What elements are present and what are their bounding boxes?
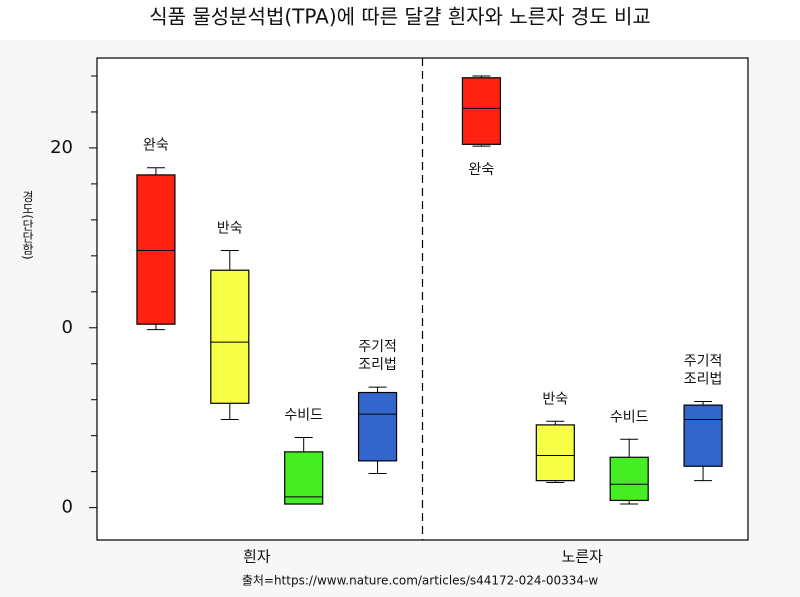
y-axis-label: 경도(단단함): [21, 190, 35, 260]
chart-title: 식품 물성분석법(TPA)에 따른 달걀 흰자와 노른자 경도 비교: [149, 5, 651, 29]
box: [461, 77, 502, 145]
group-label: 흰자: [243, 548, 271, 566]
box-label: 주기적: [358, 339, 397, 355]
group-label: 노른자: [562, 548, 604, 566]
box: [210, 269, 250, 404]
box-label: 반숙: [542, 391, 568, 407]
box-label: 조리법: [358, 357, 397, 373]
box: [357, 391, 398, 462]
box-label: 완숙: [143, 138, 169, 154]
y-tick-label: 0: [62, 317, 73, 338]
y-tick-label: 0: [62, 497, 73, 518]
box: [284, 451, 324, 505]
box: [136, 174, 176, 325]
source: 출처=https://www.nature.com/articles/s4417…: [242, 574, 599, 588]
box: [683, 404, 723, 467]
box-label: 완숙: [469, 162, 495, 178]
box-label: 수비드: [610, 409, 649, 425]
box-label: 조리법: [684, 372, 723, 388]
box-label: 반숙: [217, 220, 243, 236]
y-tick-label: 20: [50, 137, 73, 158]
box: [535, 424, 575, 482]
box: [609, 456, 649, 502]
box-label: 주기적: [684, 354, 723, 370]
box-label: 수비드: [284, 407, 323, 423]
